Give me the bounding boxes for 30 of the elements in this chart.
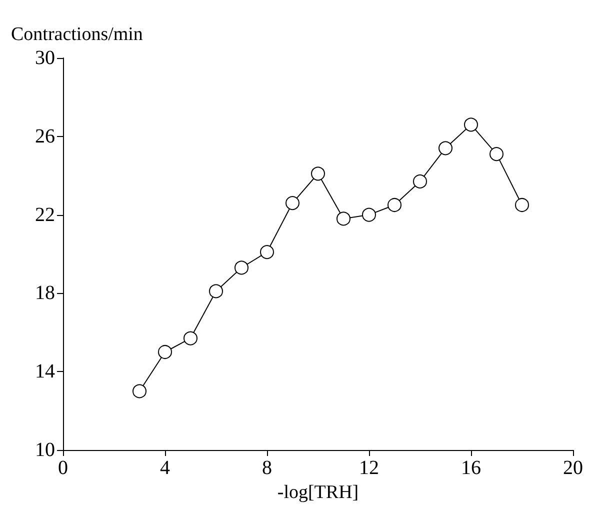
point <box>413 174 427 188</box>
x-tick-label: 0 <box>58 457 68 479</box>
x-axis-title: -log[TRH] <box>277 482 359 503</box>
y-tick-label: 26 <box>35 125 55 148</box>
x-tick-label: 8 <box>262 457 272 479</box>
point <box>311 166 325 181</box>
y-axis-title: Contractions/min <box>11 24 144 45</box>
x-tick-label: 20 <box>563 457 583 479</box>
point <box>362 208 376 222</box>
x-tick-label: 4 <box>160 457 170 479</box>
point <box>184 331 198 346</box>
y-tick-label: 30 <box>35 47 55 69</box>
point <box>286 196 300 210</box>
point <box>209 284 223 298</box>
point <box>438 141 452 156</box>
point <box>234 260 248 275</box>
point <box>260 245 274 260</box>
y-tick-label: 22 <box>35 204 55 226</box>
y-tick-label: 10 <box>35 439 55 461</box>
point <box>132 384 146 398</box>
point <box>336 212 350 226</box>
x-tick-label: 12 <box>359 457 379 479</box>
x-tick-label: 16 <box>461 457 481 479</box>
point <box>464 118 478 132</box>
y-tick-label: 18 <box>35 282 55 304</box>
y-tick-label: 14 <box>35 360 55 383</box>
point <box>515 198 529 212</box>
point <box>490 147 504 162</box>
point <box>158 345 172 359</box>
point <box>388 198 402 212</box>
